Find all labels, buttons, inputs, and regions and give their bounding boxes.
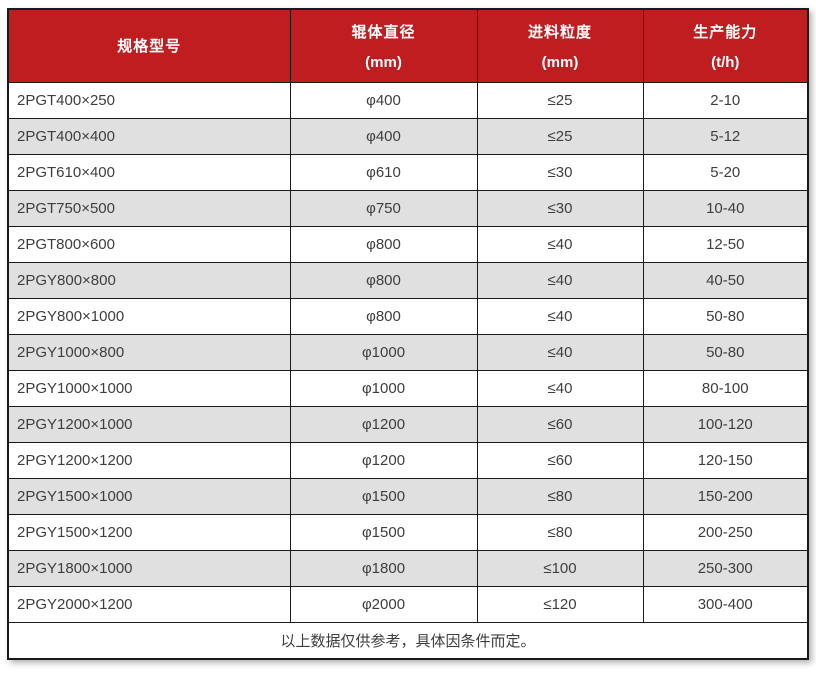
feed-size-cell: ≤40 [476,225,644,263]
model-cell: 2PGY1500×1000 [7,477,291,515]
header-cell-capacity: 生产能力 (t/h) [642,8,809,83]
model-cell: 2PGY1500×1200 [7,513,291,551]
footer-row: 以上数据仅供参考，具体因条件而定。 [7,621,809,660]
capacity-cell: 300-400 [642,585,809,623]
capacity-cell: 40-50 [642,261,809,299]
diameter-cell: φ750 [289,189,478,227]
capacity-cell: 5-12 [642,117,809,155]
table-row: 2PGY1000×800 φ1000 ≤40 50-80 [7,333,809,371]
feed-size-cell: ≤25 [476,117,644,155]
spec-table-body: 2PGT400×250 φ400 ≤25 2-10 2PGT400×400 φ400 ≤25… [7,81,809,623]
capacity-cell: 50-80 [642,297,809,335]
diameter-cell: φ1500 [289,513,478,551]
header-capacity-unit: (t/h) [711,53,740,71]
table-row: 2PGT800×600 φ800 ≤40 12-50 [7,225,809,263]
model-cell: 2PGY800×1000 [7,297,291,335]
feed-size-cell: ≤120 [476,585,644,623]
table-row: 2PGY800×800 φ800 ≤40 40-50 [7,261,809,299]
header-capacity-label: 生产能力 [693,23,758,41]
header-row: 规格型号 辊体直径 (mm) 进料粒度 (mm) 生产能力 (t/h) [7,8,809,83]
feed-size-cell: ≤25 [476,81,644,119]
model-cell: 2PGY1200×1000 [7,405,291,443]
spec-table-header: 规格型号 辊体直径 (mm) 进料粒度 (mm) 生产能力 (t/h) [7,8,809,83]
model-cell: 2PGT400×400 [7,117,291,155]
feed-size-cell: ≤40 [476,297,644,335]
header-roller-diameter-label: 辊体直径 [351,23,416,41]
model-cell: 2PGY2000×1200 [7,585,291,623]
model-cell: 2PGY1800×1000 [7,549,291,587]
diameter-cell: φ1000 [289,369,478,407]
table-row: 2PGY1500×1000 φ1500 ≤80 150-200 [7,477,809,515]
model-cell: 2PGY800×800 [7,261,291,299]
capacity-cell: 2-10 [642,81,809,119]
feed-size-cell: ≤80 [476,477,644,515]
diameter-cell: φ800 [289,225,478,263]
diameter-cell: φ1000 [289,333,478,371]
model-cell: 2PGY1200×1200 [7,441,291,479]
table-row: 2PGY1000×1000 φ1000 ≤40 80-100 [7,369,809,407]
table-row: 2PGY1800×1000 φ1800 ≤100 250-300 [7,549,809,587]
model-cell: 2PGT610×400 [7,153,291,191]
capacity-cell: 150-200 [642,477,809,515]
capacity-cell: 80-100 [642,369,809,407]
capacity-cell: 200-250 [642,513,809,551]
feed-size-cell: ≤30 [476,153,644,191]
capacity-cell: 100-120 [642,405,809,443]
feed-size-cell: ≤100 [476,549,644,587]
capacity-cell: 5-20 [642,153,809,191]
table-row: 2PGY800×1000 φ800 ≤40 50-80 [7,297,809,335]
diameter-cell: φ400 [289,81,478,119]
capacity-cell: 12-50 [642,225,809,263]
diameter-cell: φ1800 [289,549,478,587]
spec-table: 规格型号 辊体直径 (mm) 进料粒度 (mm) 生产能力 (t/h) 2PGT… [7,8,809,660]
table-row: 2PGT610×400 φ610 ≤30 5-20 [7,153,809,191]
capacity-cell: 10-40 [642,189,809,227]
diameter-cell: φ610 [289,153,478,191]
diameter-cell: φ1200 [289,405,478,443]
feed-size-cell: ≤40 [476,333,644,371]
table-row: 2PGY1200×1200 φ1200 ≤60 120-150 [7,441,809,479]
header-feed-size-unit: (mm) [541,53,579,71]
model-cell: 2PGT800×600 [7,225,291,263]
diameter-cell: φ400 [289,117,478,155]
header-cell-roller-diameter: 辊体直径 (mm) [289,8,478,83]
model-cell: 2PGY1000×1000 [7,369,291,407]
feed-size-cell: ≤60 [476,405,644,443]
header-roller-diameter-unit: (mm) [365,53,402,71]
table-row: 2PGT400×250 φ400 ≤25 2-10 [7,81,809,119]
diameter-cell: φ2000 [289,585,478,623]
diameter-cell: φ1200 [289,441,478,479]
diameter-cell: φ800 [289,297,478,335]
header-cell-feed-size: 进料粒度 (mm) [476,8,644,83]
feed-size-cell: ≤60 [476,441,644,479]
feed-size-cell: ≤40 [476,369,644,407]
spec-table-footer: 以上数据仅供参考，具体因条件而定。 [7,621,809,660]
header-model-label: 规格型号 [117,38,182,56]
diameter-cell: φ800 [289,261,478,299]
table-row: 2PGY1200×1000 φ1200 ≤60 100-120 [7,405,809,443]
diameter-cell: φ1500 [289,477,478,515]
capacity-cell: 120-150 [642,441,809,479]
feed-size-cell: ≤40 [476,261,644,299]
table-row: 2PGY2000×1200 φ2000 ≤120 300-400 [7,585,809,623]
capacity-cell: 250-300 [642,549,809,587]
footer-note: 以上数据仅供参考，具体因条件而定。 [7,621,809,660]
header-cell-model: 规格型号 [7,8,291,83]
header-feed-size-label: 进料粒度 [527,23,592,41]
model-cell: 2PGY1000×800 [7,333,291,371]
table-row: 2PGT750×500 φ750 ≤30 10-40 [7,189,809,227]
table-row: 2PGY1500×1200 φ1500 ≤80 200-250 [7,513,809,551]
feed-size-cell: ≤30 [476,189,644,227]
model-cell: 2PGT400×250 [7,81,291,119]
feed-size-cell: ≤80 [476,513,644,551]
capacity-cell: 50-80 [642,333,809,371]
table-row: 2PGT400×400 φ400 ≤25 5-12 [7,117,809,155]
model-cell: 2PGT750×500 [7,189,291,227]
